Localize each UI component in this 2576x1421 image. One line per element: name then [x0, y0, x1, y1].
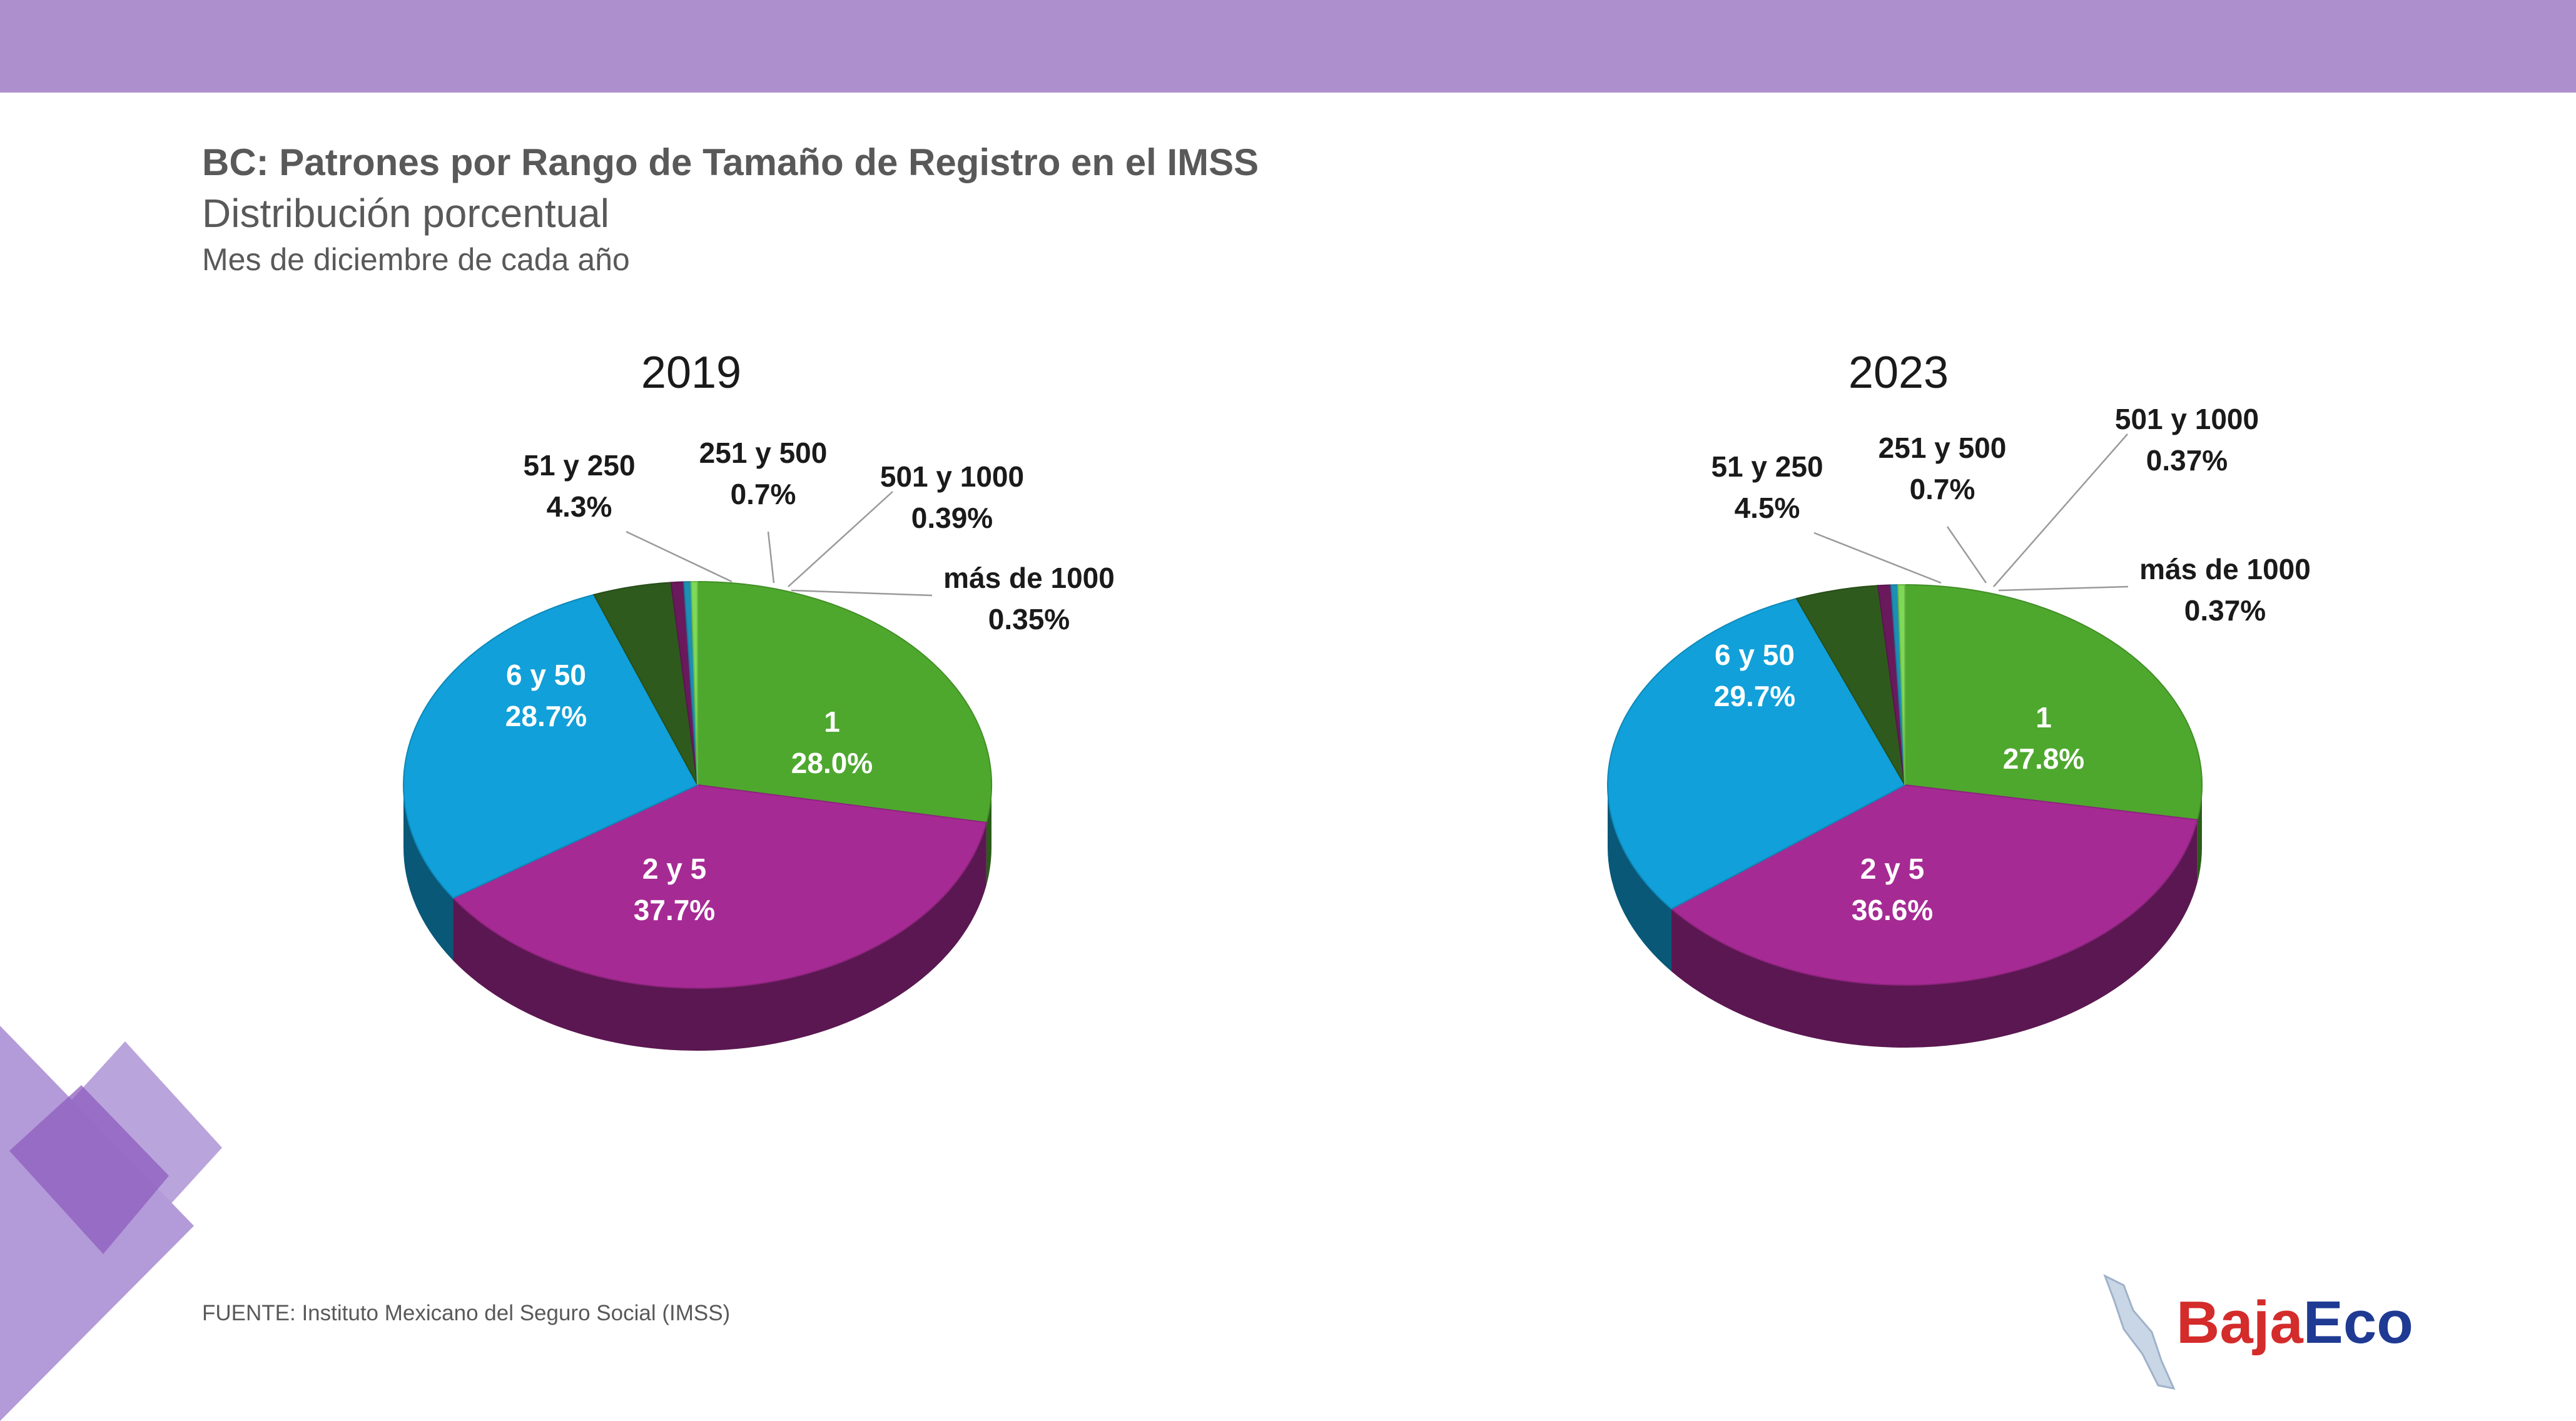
decor-diamond-overlap: [9, 1085, 169, 1254]
pie-label-category-mas-de-1000: más de 1000: [943, 562, 1115, 594]
bajaeco-logo: BajaEco: [2099, 1267, 2449, 1392]
pie-slice-6-y-50: [403, 594, 699, 899]
pie-label-value-251-y-500: 0.7%: [731, 478, 796, 510]
page-title: BC: Patrones por Rango de Tamaño de Regi…: [202, 141, 1259, 183]
pie-label-value-2-y-5: 37.7%: [634, 894, 715, 926]
pie-label-value-2-y-5: 36.6%: [1852, 894, 1933, 926]
pie-slice-mas-de-1000: [690, 580, 698, 786]
pie-side-6-y-50: [403, 785, 454, 961]
leader-line-251-y-500: [767, 531, 775, 584]
pie-label-value-1: 28.0%: [791, 747, 873, 779]
page-subsubtitle: Mes de diciembre de cada año: [202, 242, 630, 277]
pie-label-value-mas-de-1000: 0.35%: [988, 603, 1070, 635]
pie-slice-2-y-5: [452, 784, 988, 989]
pie-label-category-6-y-50: 6 y 50: [506, 659, 586, 691]
pie-label-value-51-y-250: 4.3%: [547, 490, 612, 523]
leader-line-501-y-1000: [788, 491, 893, 587]
pie-title-2019: 2019: [641, 348, 741, 398]
pie-label-category-51-y-250: 51 y 250: [1711, 450, 1823, 483]
pie-label-value-51-y-250: 4.5%: [1735, 492, 1800, 524]
chart-header: BC: Patrones por Rango de Tamaño de Regi…: [202, 136, 1259, 281]
pie-label-value-6-y-50: 28.7%: [505, 700, 587, 732]
pie-label-category-501-y-1000: 501 y 1000: [880, 460, 1024, 493]
pie-side-2-y-5: [1671, 819, 2198, 1048]
pie-label-category-2-y-5: 2 y 5: [642, 852, 706, 885]
pie-label-category-251-y-500: 251 y 500: [1879, 432, 2007, 464]
pie-slice-2-y-5: [1670, 784, 2198, 986]
pie-label-category-6-y-50: 6 y 50: [1715, 639, 1795, 671]
pie-slice-1: [1904, 584, 2203, 821]
leader-line-51-y-250: [1813, 532, 1942, 584]
leader-line-mas-de-1000: [1998, 585, 2129, 592]
pie-label-category-51-y-250: 51 y 250: [523, 449, 635, 482]
pie-label-value-251-y-500: 0.7%: [1910, 473, 1975, 505]
pie-slice-1: [697, 580, 992, 824]
pie-label-category-1: 1: [824, 705, 840, 738]
leader-line-501-y-1000: [1993, 433, 2128, 587]
pie-label-value-mas-de-1000: 0.37%: [2184, 594, 2266, 627]
leader-line-mas-de-1000: [791, 589, 933, 597]
logo-eco: Eco: [2303, 1289, 2413, 1356]
logo-baja: Baja: [2176, 1289, 2303, 1356]
pie-chart-2019: 2019 1 28.0% 2 y 5 37.7% 6 y 50 28.7% 51 y 250 4…: [403, 348, 1115, 1051]
pie-slice-6-y-50: [1607, 597, 1906, 910]
pie-title-2023: 2023: [1848, 348, 1949, 398]
pie-side-2-y-5: [453, 822, 986, 1051]
leader-line-251-y-500: [1946, 526, 1987, 584]
pie-label-category-251-y-500: 251 y 500: [699, 437, 828, 469]
corner-decoration: [0, 1026, 222, 1421]
source-note: FUENTE: Instituto Mexicano del Seguro So…: [202, 1301, 731, 1325]
pie-label-category-501-y-1000: 501 y 1000: [2115, 403, 2259, 435]
pie-label-category-1: 1: [2036, 701, 2052, 734]
pie-slice-mas-de-1000: [1897, 584, 1905, 786]
pie-label-value-6-y-50: 29.7%: [1714, 680, 1795, 712]
pie-label-value-501-y-1000: 0.39%: [911, 502, 993, 534]
pie-chart-2023: 2023 1 27.8% 2 y 5 36.6% 6 y 50 29.7% 51 y 250 4…: [1607, 348, 2311, 1048]
page-subtitle: Distribución porcentual: [202, 191, 609, 236]
top-banner: [0, 0, 2576, 93]
leader-line-51-y-250: [626, 530, 733, 583]
map-icon: [2103, 1273, 2176, 1390]
pie-side-6-y-50: [1608, 785, 1671, 972]
pie-side-1: [2197, 785, 2202, 882]
pie-label-category-mas-de-1000: más de 1000: [2139, 553, 2311, 585]
pie-label-value-501-y-1000: 0.37%: [2146, 444, 2228, 477]
pie-side-1: [986, 785, 991, 886]
pie-label-category-2-y-5: 2 y 5: [1860, 852, 1924, 885]
pie-label-value-1: 27.8%: [2003, 742, 2084, 775]
